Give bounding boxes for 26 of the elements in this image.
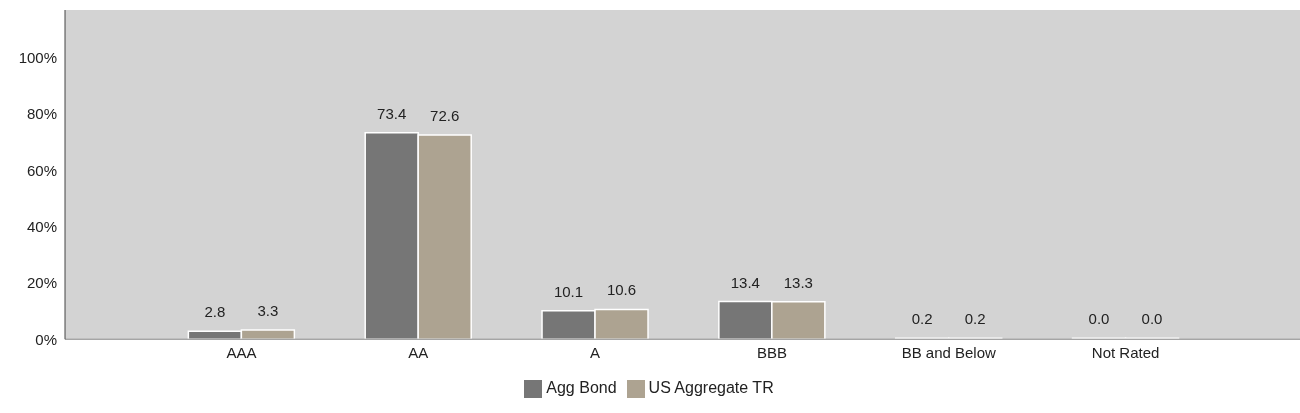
y-tick-label: 60% <box>26 161 57 179</box>
data-label: 3.3 <box>257 301 279 319</box>
legend-label: Agg Bond <box>546 379 617 397</box>
y-tick-label: 20% <box>26 274 57 292</box>
data-label: 73.4 <box>377 104 407 122</box>
x-tick-label: BBB <box>756 343 787 361</box>
data-label: 13.4 <box>730 273 760 291</box>
y-tick-label: 40% <box>26 218 57 235</box>
y-tick-label: 100% <box>18 49 57 67</box>
data-label: 13.3 <box>783 273 813 291</box>
data-label: 10.6 <box>606 281 637 299</box>
data-label: 0.2 <box>964 310 986 328</box>
y-tick-label: 80% <box>26 105 57 123</box>
legend-label: US Aggregate TR <box>648 379 774 397</box>
x-tick-label: A <box>590 343 601 361</box>
data-label: 0.2 <box>911 310 933 328</box>
x-tick-label: BB and Below <box>901 343 997 361</box>
data-label: 2.8 <box>204 303 226 321</box>
x-tick-label: AA <box>408 343 429 361</box>
y-tick-label: 0% <box>35 330 57 348</box>
data-label: 72.6 <box>430 106 460 124</box>
x-tick-label: Not Rated <box>1091 343 1160 361</box>
data-label: 0.0 <box>1141 310 1163 328</box>
data-label: 10.1 <box>553 282 584 300</box>
data-label: 0.0 <box>1088 310 1110 328</box>
x-tick-label: AAA <box>226 343 257 361</box>
